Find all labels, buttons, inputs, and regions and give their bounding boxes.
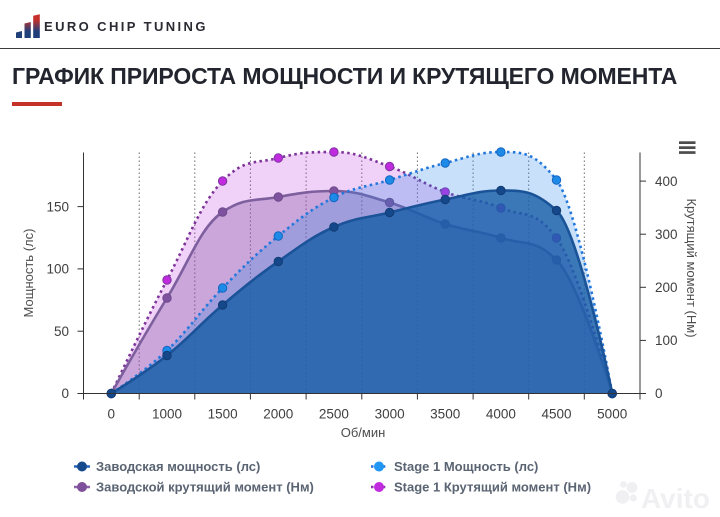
svg-text:100: 100	[655, 333, 678, 348]
svg-text:0: 0	[655, 386, 663, 401]
svg-text:200: 200	[655, 280, 678, 295]
svg-text:Заводской крутящий момент (Нм): Заводской крутящий момент (Нм)	[96, 480, 314, 495]
svg-text:Stage 1 Мощность (лс): Stage 1 Мощность (лс)	[394, 459, 538, 474]
svg-text:Заводская мощность (лс): Заводская мощность (лс)	[96, 459, 260, 474]
svg-text:4000: 4000	[486, 407, 516, 422]
svg-text:300: 300	[655, 227, 678, 242]
svg-text:Крутящий момент (Нм): Крутящий момент (Нм)	[684, 198, 699, 337]
svg-text:5000: 5000	[597, 407, 627, 422]
svg-text:Мощность (лс): Мощность (лс)	[21, 229, 36, 318]
svg-text:150: 150	[46, 199, 69, 214]
svg-text:3000: 3000	[375, 407, 405, 422]
svg-text:100: 100	[46, 262, 69, 277]
svg-text:50: 50	[54, 324, 69, 339]
svg-text:2000: 2000	[263, 407, 293, 422]
svg-text:1500: 1500	[208, 407, 238, 422]
svg-text:Stage 1 Крутящий момент (Нм): Stage 1 Крутящий момент (Нм)	[394, 480, 591, 495]
svg-text:400: 400	[655, 174, 678, 189]
svg-text:Об/мин: Об/мин	[341, 425, 386, 440]
svg-text:2500: 2500	[319, 407, 349, 422]
svg-text:1000: 1000	[152, 407, 182, 422]
svg-text:3500: 3500	[430, 407, 460, 422]
svg-text:0: 0	[61, 386, 69, 401]
svg-text:0: 0	[108, 407, 116, 422]
svg-text:Avito: Avito	[641, 483, 710, 514]
svg-text:4500: 4500	[541, 407, 571, 422]
